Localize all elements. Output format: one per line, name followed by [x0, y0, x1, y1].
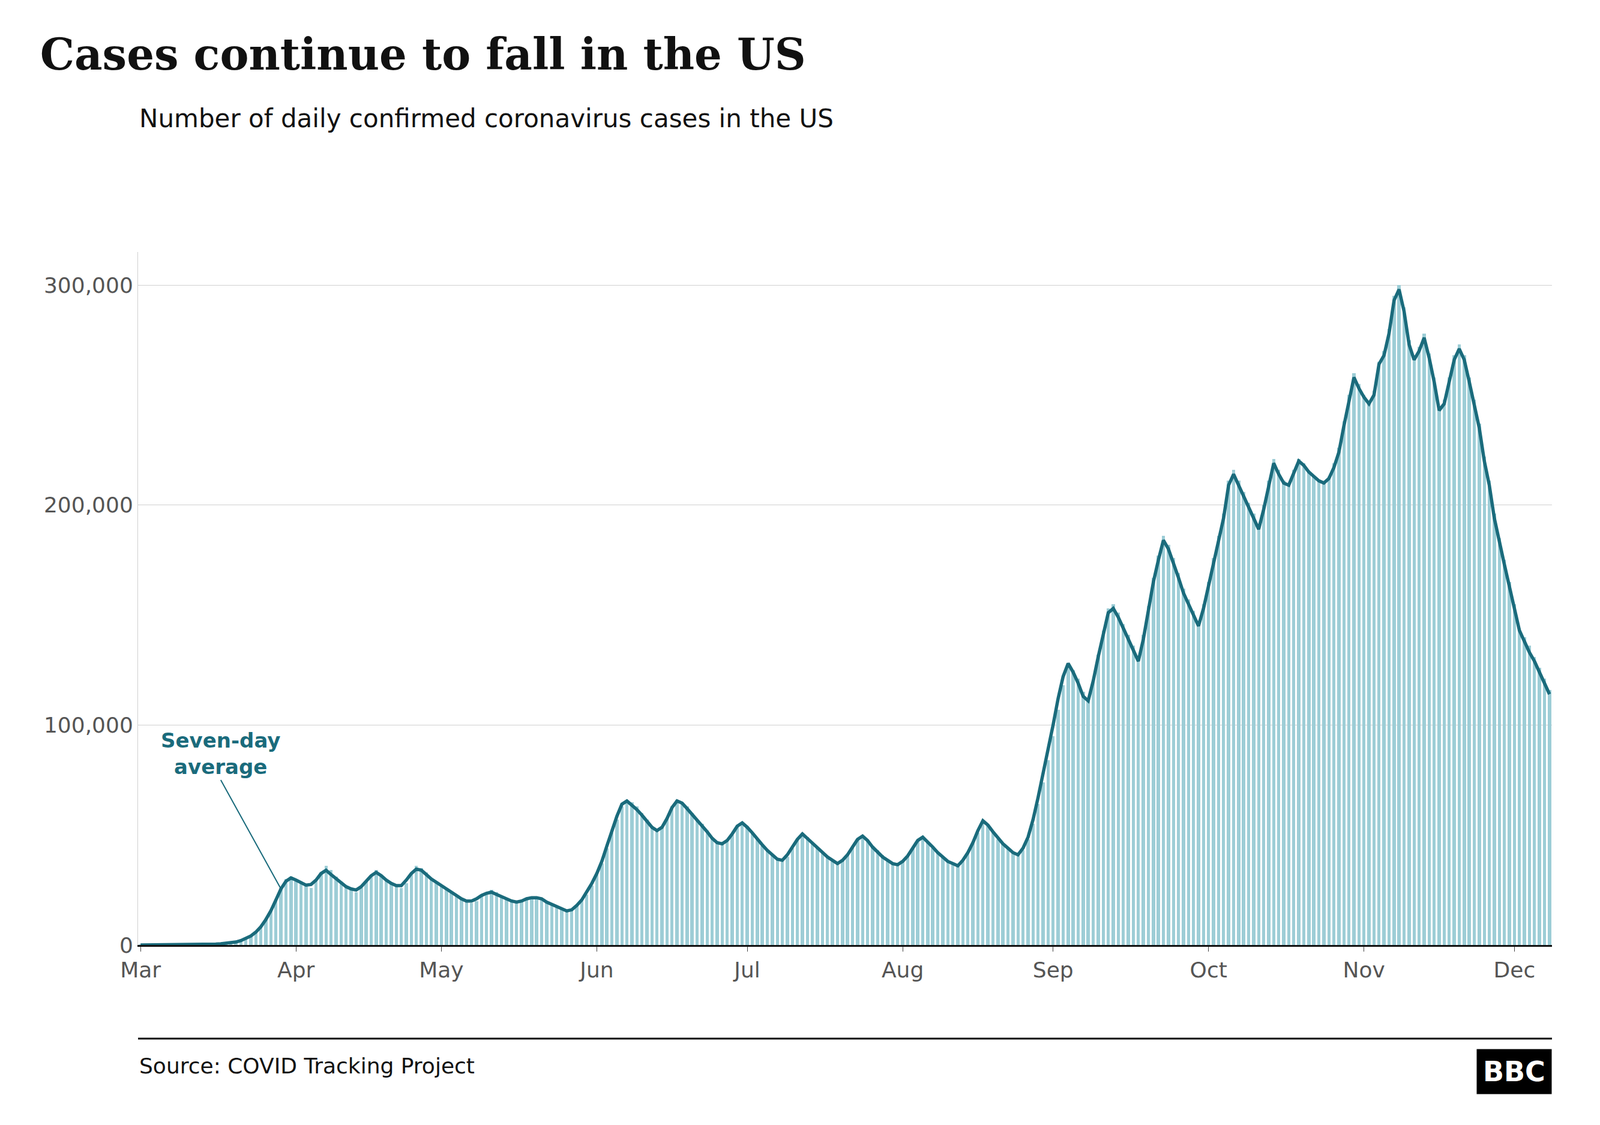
svg-text:Sep: Sep — [1032, 957, 1074, 983]
svg-text:Cases continue to fall in the: Cases continue to fall in the US — [40, 28, 807, 80]
svg-text:Apr: Apr — [277, 957, 315, 983]
svg-text:BBC: BBC — [1482, 1055, 1546, 1089]
svg-text:Mar: Mar — [120, 957, 161, 983]
svg-text:Source: COVID Tracking Project: Source: COVID Tracking Project — [139, 1053, 475, 1079]
svg-text:300,000: 300,000 — [43, 273, 134, 298]
svg-text:Oct: Oct — [1190, 957, 1228, 983]
svg-text:100,000: 100,000 — [43, 712, 134, 738]
svg-text:May: May — [418, 957, 464, 983]
svg-text:Number of daily confirmed coro: Number of daily confirmed coronavirus ca… — [139, 103, 834, 134]
svg-text:0: 0 — [119, 933, 134, 958]
svg-text:Dec: Dec — [1493, 957, 1536, 983]
svg-text:Nov: Nov — [1343, 957, 1386, 983]
svg-text:200,000: 200,000 — [43, 492, 134, 518]
svg-text:Seven-dayaverage: Seven-dayaverage — [160, 728, 281, 779]
svg-text:Jul: Jul — [732, 957, 760, 983]
svg-text:Jun: Jun — [578, 957, 614, 983]
svg-text:Aug: Aug — [881, 957, 924, 983]
